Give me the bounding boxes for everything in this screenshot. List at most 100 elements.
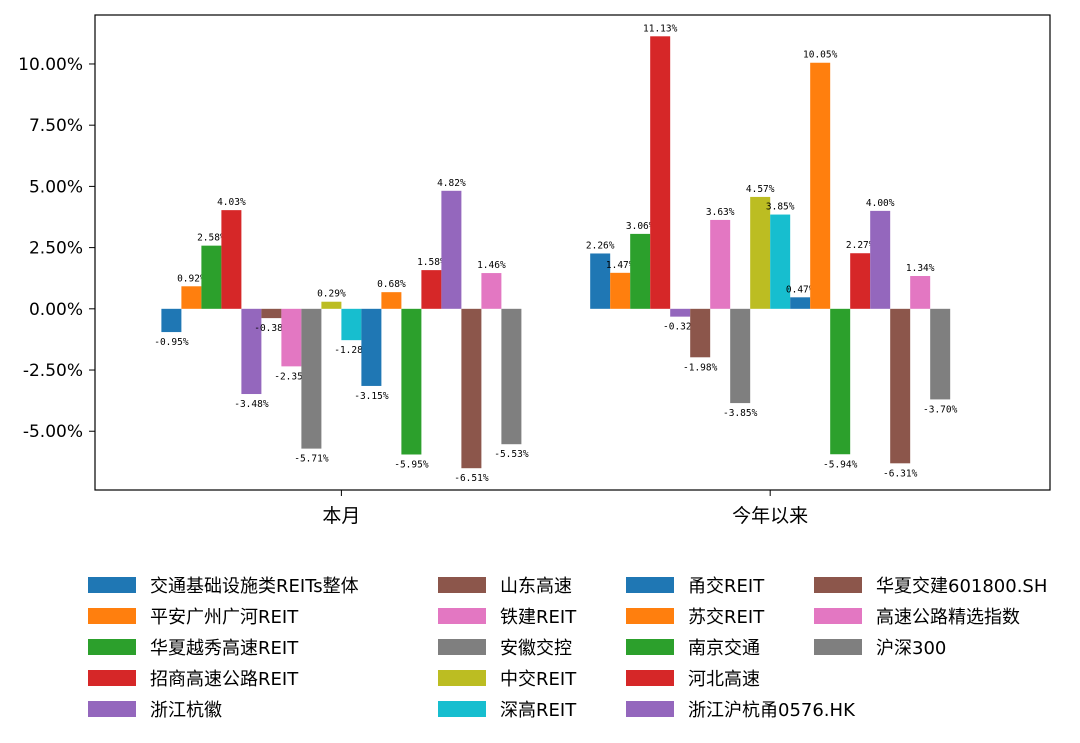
bar xyxy=(321,301,342,309)
legend-item: 平安广州广河REIT xyxy=(88,603,298,629)
legend-swatch xyxy=(438,701,486,717)
data-label: 10.05% xyxy=(803,50,838,61)
data-label: -3.48% xyxy=(234,399,269,410)
bar xyxy=(610,272,631,309)
legend-label: 安徽交控 xyxy=(500,638,572,659)
legend-swatch xyxy=(814,577,862,593)
data-label: 3.63% xyxy=(706,207,735,218)
legend-swatch xyxy=(814,608,862,624)
bar xyxy=(341,308,362,341)
bar xyxy=(870,210,891,309)
bar xyxy=(401,308,422,455)
data-label: -0.95% xyxy=(154,337,189,348)
data-label: 1.58% xyxy=(417,257,446,268)
bar xyxy=(890,308,911,464)
legend-item: 南京交通 xyxy=(626,634,760,660)
data-label: 2.27% xyxy=(846,240,875,251)
data-label: 1.46% xyxy=(477,260,506,271)
legend-item: 招商高速公路REIT xyxy=(88,665,298,691)
y-tick-label: -2.50% xyxy=(23,361,83,381)
legend-item: 浙江杭徽 xyxy=(88,696,222,722)
y-tick-label: 5.00% xyxy=(29,177,83,197)
legend-label: 浙江杭徽 xyxy=(150,700,222,721)
data-label: 2.26% xyxy=(586,240,615,251)
legend-swatch xyxy=(88,608,136,624)
bar xyxy=(261,308,282,319)
legend-item: 浙江沪杭甬0576.HK xyxy=(626,696,855,722)
data-label: 2.58% xyxy=(197,233,226,244)
bar xyxy=(501,308,522,445)
bar xyxy=(770,214,791,309)
legend-label: 交通基础设施类REITs整体 xyxy=(150,576,359,597)
legend-swatch xyxy=(88,639,136,655)
bar xyxy=(710,219,731,309)
bar xyxy=(481,273,502,309)
data-label: -0.32% xyxy=(663,322,698,333)
data-label: 1.34% xyxy=(906,263,935,274)
data-label: 0.92% xyxy=(177,273,206,284)
legend-item: 甬交REIT xyxy=(626,572,764,598)
bar xyxy=(790,297,811,309)
data-label: -5.53% xyxy=(494,449,529,460)
data-label: -5.71% xyxy=(294,454,329,465)
legend-label: 华夏越秀高速REIT xyxy=(150,638,299,659)
bar xyxy=(690,308,711,358)
data-label: -5.94% xyxy=(823,459,858,470)
chart-legend: 交通基础设施类REITs整体平安广州广河REIT 华夏越秀高速REIT 招商高速公路… xyxy=(88,572,1078,732)
legend-swatch xyxy=(88,577,136,593)
bar xyxy=(830,308,851,455)
legend-item: 河北高速 xyxy=(626,665,760,691)
bar xyxy=(301,308,322,449)
legend-item: 安徽交控 xyxy=(438,634,572,660)
data-label: 4.00% xyxy=(866,198,895,209)
bar xyxy=(461,308,482,469)
bar xyxy=(910,276,931,309)
data-label: -1.98% xyxy=(683,362,718,373)
legend-item: 华夏交建601800.SH xyxy=(814,572,1047,598)
y-tick-label: 10.00% xyxy=(18,55,83,75)
legend-swatch xyxy=(626,608,674,624)
legend-item: 深高REIT xyxy=(438,696,576,722)
data-label: -3.85% xyxy=(723,408,758,419)
legend-swatch xyxy=(438,577,486,593)
bar xyxy=(930,308,951,400)
legend-item: 华夏越秀高速REIT xyxy=(88,634,298,660)
data-label: -3.70% xyxy=(923,404,958,415)
bar xyxy=(630,233,651,309)
legend-item: 中交REIT xyxy=(438,665,576,691)
bar xyxy=(161,308,182,333)
bar xyxy=(590,253,611,309)
data-label: 3.85% xyxy=(766,202,795,213)
data-label: -5.95% xyxy=(394,459,429,470)
data-label: 1.47% xyxy=(606,260,635,271)
legend-item: 山东高速 xyxy=(438,572,572,598)
data-label: -1.28% xyxy=(334,345,369,356)
y-tick-label: 7.50% xyxy=(29,116,83,136)
x-tick-label: 今年以来 xyxy=(732,505,808,527)
data-label: -0.38% xyxy=(254,323,289,334)
bar xyxy=(750,196,771,309)
legend-label: 铁建REIT xyxy=(500,607,577,628)
legend-item: 交通基础设施类REITs整体 xyxy=(88,572,359,598)
legend-label: 山东高速 xyxy=(500,576,572,597)
legend-item: 高速公路精选指数 xyxy=(814,603,1020,629)
data-label: 0.47% xyxy=(786,284,815,295)
legend-label: 招商高速公路REIT xyxy=(150,669,299,690)
legend-item: 沪深300 xyxy=(814,634,946,660)
data-label: 3.06% xyxy=(626,221,655,232)
legend-label: 甬交REIT xyxy=(688,576,765,597)
data-label: 11.13% xyxy=(643,23,678,34)
bar xyxy=(650,36,671,309)
legend-swatch xyxy=(626,701,674,717)
legend-label: 华夏交建601800.SH xyxy=(876,576,1048,597)
bar xyxy=(381,292,402,309)
bar xyxy=(361,308,382,386)
legend-swatch xyxy=(438,639,486,655)
data-label: -6.31% xyxy=(883,468,918,479)
bar xyxy=(181,286,202,309)
bar xyxy=(281,308,302,367)
legend-label: 深高REIT xyxy=(500,700,577,721)
legend-swatch xyxy=(814,639,862,655)
bar xyxy=(221,210,242,309)
legend-label: 南京交通 xyxy=(688,638,760,659)
